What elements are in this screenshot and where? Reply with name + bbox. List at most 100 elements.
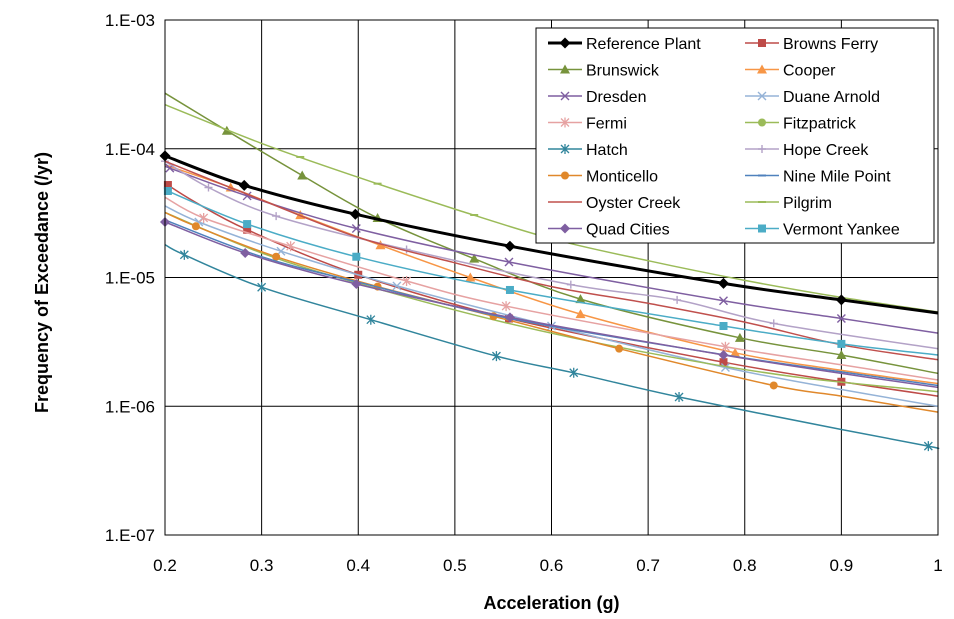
data-point: [575, 309, 586, 319]
legend-label: Reference Plant: [586, 36, 701, 53]
legend-label: Hatch: [586, 142, 628, 159]
legend-marker: [560, 144, 570, 154]
series-line: [164, 243, 940, 450]
data-point: [720, 362, 730, 372]
legend-marker: [559, 37, 571, 49]
series-lines: [159, 92, 940, 452]
legend-label: Fitzpatrick: [783, 116, 857, 133]
legend-marker: [757, 64, 767, 74]
x-axis-title: Acceleration (g): [483, 593, 619, 613]
data-point: [769, 319, 778, 328]
legend-item: Quad Cities: [548, 222, 670, 239]
data-point: [243, 225, 252, 234]
data-point: [837, 339, 846, 348]
legend-marker: [560, 91, 570, 101]
data-point: [674, 391, 684, 402]
legend-marker: [560, 117, 570, 128]
data-point: [257, 282, 267, 293]
data-point: [199, 212, 209, 223]
data-point: [272, 212, 281, 221]
x-tick-label: 0.5: [443, 556, 467, 575]
tick-labels: 0.2 0.3 0.4 0.5 0.6 0.7 0.8 0.9 1 1.E-03 1.E-04 1.E…: [105, 11, 943, 575]
legend-label: Duane Arnold: [783, 89, 880, 106]
x-tick-label: 0.9: [830, 556, 854, 575]
data-point: [720, 341, 730, 352]
data-point: [163, 181, 172, 190]
data-point: [297, 170, 308, 180]
legend-label: Monticello: [586, 169, 658, 186]
data-point: [286, 241, 296, 252]
data-point: [769, 381, 778, 390]
data-point: [566, 280, 575, 289]
legend-label: Hope Creek: [783, 142, 869, 159]
legend-item: Hope Creek: [745, 142, 869, 159]
x-tick-label: 0.8: [733, 556, 757, 575]
legend-label: Fermi: [586, 116, 627, 133]
data-point: [351, 279, 362, 290]
legend-label: Brunswick: [586, 63, 660, 80]
y-tick-label: 1.E-05: [105, 269, 155, 288]
series-line: [164, 92, 939, 375]
series-line: [164, 205, 939, 408]
series-line: [164, 196, 939, 381]
series-vermont-yankee: [163, 187, 939, 356]
y-axis-title: Frequency of Exceedance (/yr): [32, 152, 52, 413]
series-fitzpatrick: [164, 211, 939, 393]
legend-item: Reference Plant: [548, 36, 701, 53]
data-point: [392, 281, 402, 291]
legend-label: Vermont Yankee: [783, 222, 900, 239]
data-point: [835, 294, 847, 306]
x-tick-label: 0.3: [250, 556, 274, 575]
legend-item: Browns Ferry: [745, 36, 878, 53]
legend-box: [535, 27, 935, 244]
y-tick-label: 1.E-04: [105, 140, 155, 159]
x-tick-label: 0.6: [540, 556, 564, 575]
data-point: [465, 272, 476, 282]
legend-label: Dresden: [586, 89, 646, 106]
data-point: [243, 220, 252, 229]
data-point: [836, 350, 847, 360]
series-fermi: [164, 196, 939, 381]
legend-label: Quad Cities: [586, 222, 670, 239]
data-point: [505, 285, 514, 294]
data-point: [615, 344, 624, 353]
data-point: [504, 240, 516, 252]
series-line: [164, 211, 939, 393]
series-oyster-creek: [164, 160, 939, 361]
data-point: [191, 222, 200, 231]
data-point: [272, 252, 281, 261]
series-line: [164, 160, 939, 361]
data-point: [469, 253, 480, 263]
series-brunswick: [164, 92, 939, 375]
data-point: [501, 301, 511, 312]
data-point: [719, 358, 728, 367]
x-tick-label: 0.4: [346, 556, 370, 575]
legend-marker: [561, 171, 569, 180]
data-point: [717, 277, 729, 289]
data-point: [238, 179, 250, 191]
legend-item: Brunswick: [548, 63, 660, 80]
legend-item: Pilgrim: [745, 195, 832, 212]
legend-label: Pilgrim: [783, 195, 832, 212]
data-point: [366, 314, 376, 325]
data-point: [718, 350, 729, 361]
data-point: [673, 295, 682, 304]
data-point: [923, 441, 933, 452]
legend-marker: [560, 223, 570, 234]
plot-area-border: [164, 19, 939, 536]
legend-marker: [758, 145, 766, 153]
data-point: [575, 294, 586, 304]
data-point: [163, 187, 172, 196]
x-tick-label: 0.7: [636, 556, 660, 575]
legend-marker: [758, 39, 766, 47]
data-point: [491, 351, 501, 362]
legend-label: Browns Ferry: [783, 36, 878, 53]
legend-item: Fermi: [548, 116, 627, 133]
legend-marker: [758, 224, 766, 233]
x-tick-label: 1: [933, 556, 942, 575]
legend-item: Dresden: [548, 89, 646, 106]
data-point: [836, 314, 846, 324]
legend-item: Duane Arnold: [745, 89, 880, 106]
data-point: [730, 347, 741, 357]
